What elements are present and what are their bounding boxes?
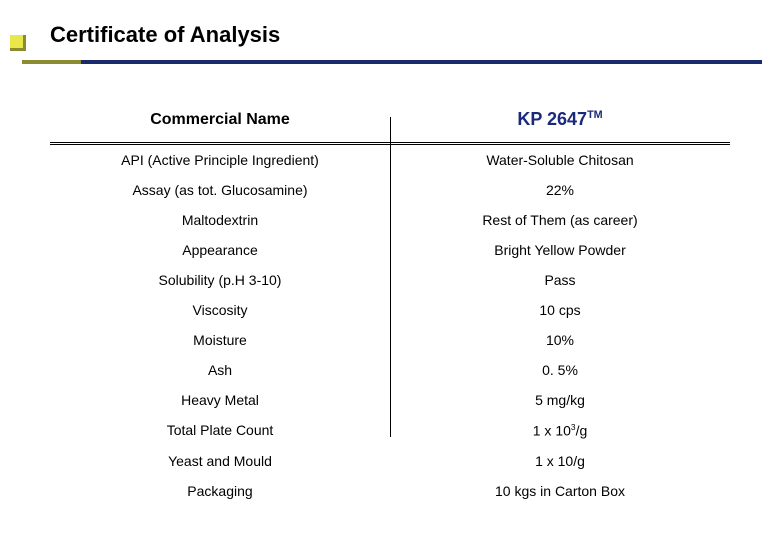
row-value: Water-Soluble Chitosan	[390, 144, 730, 176]
row-value: 10 kgs in Carton Box	[390, 476, 730, 506]
title-bullet-icon	[10, 35, 26, 51]
row-label: Solubility (p.H 3-10)	[50, 265, 390, 295]
header-label: Commercial Name	[50, 102, 390, 142]
table-row: Yeast and Mould1 x 10/g	[50, 446, 730, 476]
row-label: Yeast and Mould	[50, 446, 390, 476]
row-label: Heavy Metal	[50, 385, 390, 415]
row-value: Rest of Them (as career)	[390, 205, 730, 235]
row-value: 10%	[390, 325, 730, 355]
row-value: 22%	[390, 175, 730, 205]
row-label: Viscosity	[50, 295, 390, 325]
row-label: Assay (as tot. Glucosamine)	[50, 175, 390, 205]
page-title: Certificate of Analysis	[50, 22, 780, 48]
row-value: Pass	[390, 265, 730, 295]
row-value: 1 x 10/g	[390, 446, 730, 476]
row-value: 5 mg/kg	[390, 385, 730, 415]
row-label: Maltodextrin	[50, 205, 390, 235]
row-label: API (Active Principle Ingredient)	[50, 144, 390, 176]
row-value: Bright Yellow Powder	[390, 235, 730, 265]
row-value: 1 x 103/g	[390, 415, 730, 446]
row-label: Packaging	[50, 476, 390, 506]
header-value-main: KP 2647	[517, 109, 587, 129]
row-value: 0. 5%	[390, 355, 730, 385]
row-label: Ash	[50, 355, 390, 385]
column-separator	[390, 117, 391, 437]
row-label: Appearance	[50, 235, 390, 265]
row-value-post: /g	[576, 423, 588, 439]
row-value: 10 cps	[390, 295, 730, 325]
slide-header: Certificate of Analysis	[0, 0, 780, 64]
header-value: KP 2647TM	[390, 102, 730, 142]
row-value-pre: 1 x 10	[533, 423, 571, 439]
title-underline	[22, 60, 762, 64]
row-label: Moisture	[50, 325, 390, 355]
table-row: Packaging10 kgs in Carton Box	[50, 476, 730, 506]
row-label: Total Plate Count	[50, 415, 390, 446]
header-value-sup: TM	[587, 109, 603, 121]
